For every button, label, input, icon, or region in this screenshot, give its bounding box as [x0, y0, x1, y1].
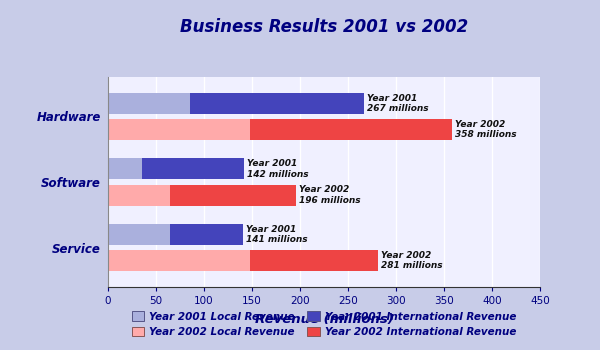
Text: Year 2002
196 millions: Year 2002 196 millions — [299, 186, 361, 205]
Bar — [108, 250, 250, 271]
Text: Year 2001
267 millions: Year 2001 267 millions — [367, 93, 429, 113]
Bar — [190, 93, 364, 114]
Text: Year 2002
358 millions: Year 2002 358 millions — [455, 120, 516, 139]
Bar — [108, 119, 250, 140]
Bar — [170, 224, 244, 245]
Text: Year 2001
141 millions: Year 2001 141 millions — [246, 225, 308, 244]
X-axis label: Revenue (millions): Revenue (millions) — [254, 313, 394, 326]
Text: Year 2002
281 millions: Year 2002 281 millions — [380, 251, 442, 271]
Text: Year 2001
142 millions: Year 2001 142 millions — [247, 159, 309, 178]
Bar — [108, 93, 190, 114]
Bar — [142, 158, 244, 179]
Bar — [108, 185, 170, 206]
Bar — [250, 250, 378, 271]
Bar — [108, 224, 170, 245]
Bar — [108, 158, 142, 179]
Legend: Year 2001 Local Revenue, Year 2002 Local Revenue, Year 2001 International Revenu: Year 2001 Local Revenue, Year 2002 Local… — [127, 307, 521, 341]
Bar — [250, 119, 452, 140]
Text: Business Results 2001 vs 2002: Business Results 2001 vs 2002 — [180, 18, 468, 35]
Bar — [170, 185, 296, 206]
